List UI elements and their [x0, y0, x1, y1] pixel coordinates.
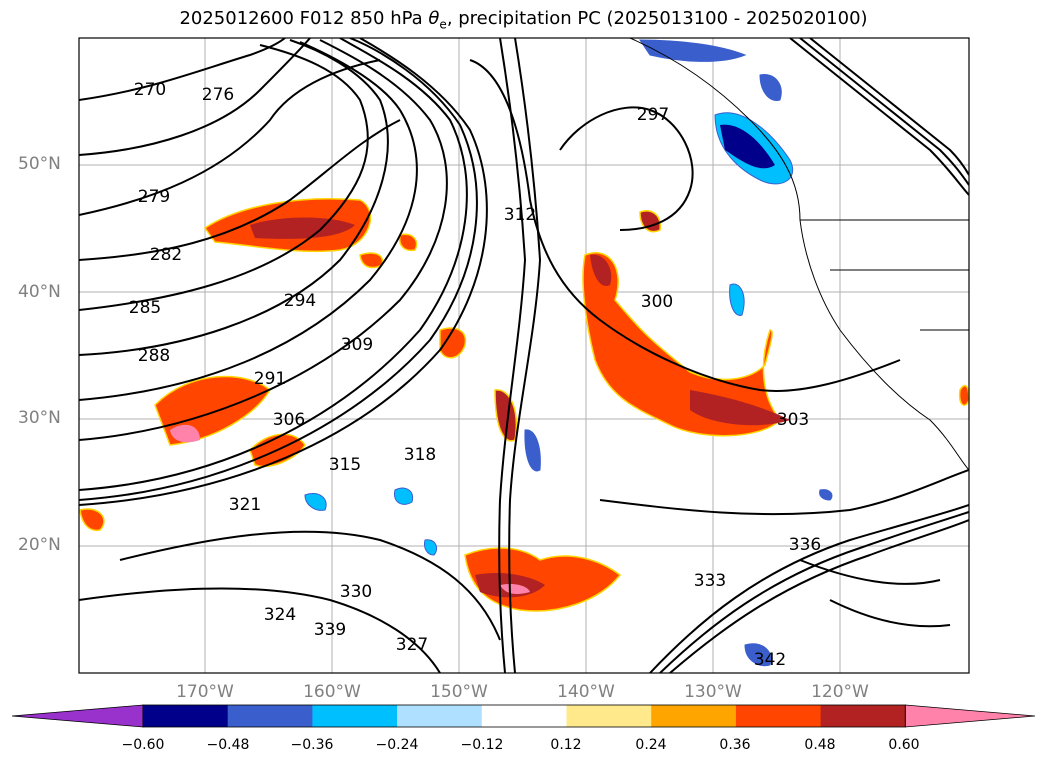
contour-label: 294 — [284, 291, 316, 311]
contour-labels: 270 276 279 282 285 288 291 294 297 300 303 306 309 3… — [129, 80, 821, 670]
lon-label-150w: 150°W — [430, 682, 488, 702]
contour-label: 321 — [229, 495, 261, 515]
title-prefix: 2025012600 F012 850 hPa — [179, 8, 429, 29]
colorbar-segment — [481, 705, 567, 727]
contour-label: 270 — [134, 80, 166, 100]
contour-label: 276 — [202, 85, 234, 105]
contour-label: 306 — [273, 410, 305, 430]
colorbar-tick: −0.48 — [206, 737, 250, 753]
contour-label: 315 — [329, 455, 361, 475]
colorbar-tick: −0.60 — [121, 737, 165, 753]
colorbar-tick: 0.48 — [804, 737, 836, 753]
colorbar-segment — [735, 705, 822, 727]
colorbar-segment — [227, 705, 313, 727]
colorbar-extend-min — [11, 704, 144, 728]
lon-label-130w: 130°W — [684, 682, 742, 702]
contour-label: 309 — [341, 335, 373, 355]
colorbar-tick: 0.60 — [888, 737, 920, 753]
colorbar-frame — [142, 704, 906, 728]
lat-label-50n: 50°N — [18, 154, 61, 174]
chart-title: 2025012600 F012 850 hPa θe, precipitatio… — [0, 8, 1047, 32]
precip-positive-areas — [79, 198, 969, 612]
contour-label: 336 — [789, 535, 821, 555]
colorbar-tick: −0.24 — [375, 737, 419, 753]
title-subscript: e — [439, 17, 447, 32]
colorbar — [11, 704, 1036, 728]
title-theta: θ — [428, 8, 440, 29]
contour-label: 282 — [150, 245, 182, 265]
contour-label: 303 — [777, 410, 809, 430]
contour-label: 324 — [264, 605, 296, 625]
title-suffix: , precipitation PC (2025013100 - 2025020… — [446, 8, 868, 29]
contour-label: 327 — [396, 635, 428, 655]
lon-label-140w: 140°W — [557, 682, 615, 702]
contour-label: 312 — [504, 205, 536, 225]
contour-label: 318 — [404, 445, 436, 465]
colorbar-tick: −0.12 — [460, 737, 504, 753]
map-frame — [78, 37, 970, 674]
colorbar-extend-max — [904, 704, 1036, 728]
colorbar-segment — [820, 705, 906, 727]
lat-label-40n: 40°N — [18, 282, 61, 302]
theta-e-contours — [79, 38, 969, 673]
contour-label: 285 — [129, 298, 161, 318]
colorbar-segment — [143, 705, 229, 727]
contour-label: 291 — [254, 369, 286, 389]
colorbar-tick: 0.12 — [550, 737, 582, 753]
lat-label-30n: 30°N — [18, 408, 61, 428]
colorbar-segment — [566, 705, 652, 727]
coastlines — [629, 38, 969, 471]
lon-label-120w: 120°W — [811, 682, 869, 702]
contour-label: 330 — [340, 582, 372, 602]
colorbar-tick: 0.36 — [719, 737, 751, 753]
contour-label: 339 — [314, 620, 346, 640]
colorbar-tick: −0.36 — [290, 737, 334, 753]
colorbar-segment — [397, 705, 483, 727]
contour-label: 300 — [641, 292, 673, 312]
contour-label: 333 — [694, 571, 726, 591]
contour-label: 297 — [637, 105, 669, 125]
colorbar-tick: 0.24 — [635, 737, 667, 753]
map-area: 270 276 279 282 285 288 291 294 297 300 303 306 309 3… — [79, 38, 969, 673]
colorbar-segment — [312, 705, 398, 727]
contour-label: 288 — [138, 346, 170, 366]
contour-label: 342 — [754, 650, 786, 670]
lon-label-160w: 160°W — [303, 682, 361, 702]
contour-label: 279 — [138, 187, 170, 207]
lat-label-20n: 20°N — [18, 535, 61, 555]
lon-label-170w: 170°W — [176, 682, 234, 702]
colorbar-segment — [651, 705, 737, 727]
